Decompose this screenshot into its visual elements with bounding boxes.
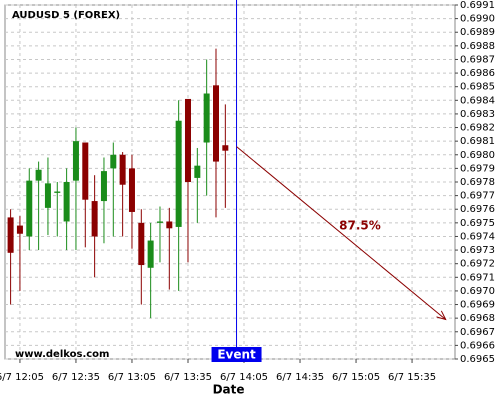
y-tick-label: 0.6975 (460, 218, 495, 229)
candle-body (194, 165, 201, 178)
watermark: www.delkos.com (15, 349, 109, 360)
candle-body (222, 145, 229, 151)
forecast-arrow (236, 146, 446, 320)
candle-body (7, 217, 14, 253)
candle-body (100, 171, 107, 202)
candle-body (54, 191, 61, 193)
candle-body (72, 141, 79, 181)
y-tick-label: 0.6984 (460, 95, 495, 106)
y-tick-label: 0.6976 (460, 204, 495, 215)
event-label-box (211, 347, 262, 362)
x-tick-label: 6/7 15:05 (332, 372, 380, 383)
y-tick-label: 0.6968 (460, 313, 495, 324)
y-tick-label: 0.6969 (460, 300, 495, 311)
y-tick-label: 0.6978 (460, 177, 495, 188)
y-tick-label: 0.6972 (460, 259, 495, 270)
candle-body (156, 221, 163, 223)
y-tick-label: 0.6980 (460, 150, 495, 161)
y-tick-label: 0.6965 (460, 354, 495, 365)
candle-body (26, 180, 33, 237)
x-tick-label: 6/7 12:35 (52, 372, 100, 383)
y-tick-label: 0.6981 (460, 136, 495, 147)
y-tick-label: 0.6977 (460, 191, 495, 202)
y-tick-label: 0.6983 (460, 109, 495, 120)
candle-body (212, 85, 219, 162)
forecast-label: 87.5% (339, 219, 381, 233)
candle-body (138, 222, 145, 266)
y-tick-label: 0.6990 (460, 14, 495, 25)
candle-body (44, 183, 51, 208)
chart-title: AUDUSD 5 (FOREX) (12, 10, 120, 21)
y-tick-label: 0.6991 (460, 0, 495, 11)
x-axis-label: Date (213, 383, 245, 397)
y-tick-label: 0.6982 (460, 123, 495, 134)
candle-body (35, 169, 42, 181)
candle-body (91, 201, 98, 237)
y-tick-label: 0.6971 (460, 272, 495, 283)
x-tick-label: 6/7 13:05 (108, 372, 156, 383)
x-tick-label: 6/7 12:05 (0, 372, 44, 383)
candle-body (16, 225, 23, 234)
y-tick-label: 0.6987 (460, 54, 495, 65)
candle-body (203, 93, 210, 143)
x-tick-label: 6/7 15:35 (388, 372, 436, 383)
candle-body (119, 154, 126, 185)
x-tick-label: 6/7 14:05 (220, 372, 268, 383)
y-tick-label: 0.6985 (460, 82, 495, 93)
candle-body (110, 154, 117, 169)
candle-body (128, 168, 135, 212)
candle-body (166, 221, 173, 229)
x-tick-label: 6/7 13:35 (164, 372, 212, 383)
y-tick-label: 0.6970 (460, 286, 495, 297)
candle-body (147, 240, 154, 268)
y-tick-label: 0.6967 (460, 327, 495, 338)
y-tick-label: 0.6974 (460, 231, 495, 242)
y-tick-label: 0.6986 (460, 68, 495, 79)
candle-body (82, 142, 89, 200)
y-tick-label: 0.6979 (460, 163, 495, 174)
y-tick-label: 0.6988 (460, 41, 495, 52)
y-tick-label: 0.6966 (460, 340, 495, 351)
candle-body (184, 98, 191, 182)
y-tick-label: 0.6973 (460, 245, 495, 256)
x-tick-label: 6/7 14:35 (276, 372, 324, 383)
event-label: Event (217, 348, 256, 362)
candle-body (63, 182, 70, 222)
y-tick-label: 0.6989 (460, 27, 495, 38)
candle-body (175, 120, 182, 227)
